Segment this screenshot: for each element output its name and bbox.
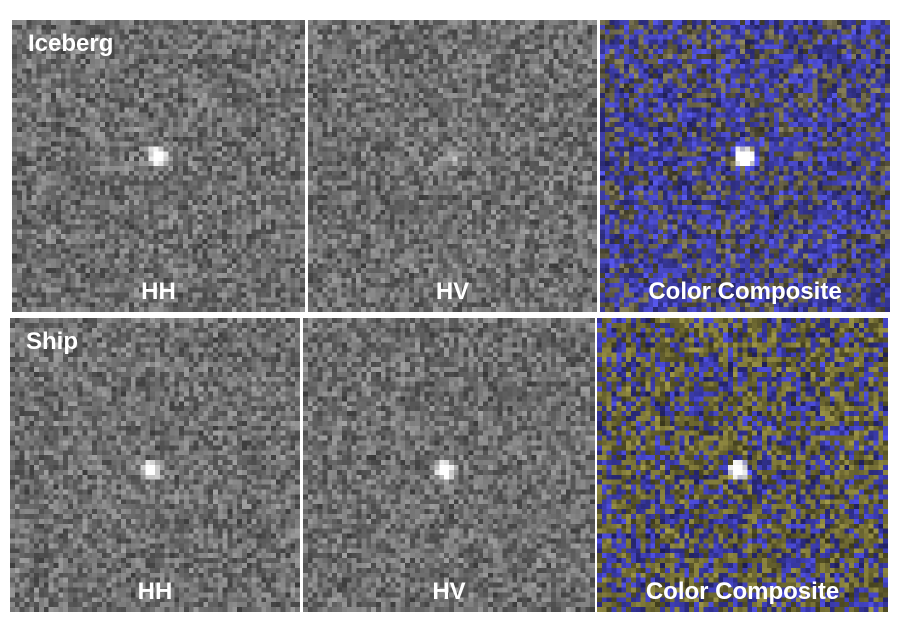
iceberg-composite-image [600,20,890,312]
iceberg-hv-image [308,20,597,312]
iceberg-composite-panel: Color Composite [600,20,890,312]
panel-label: Color Composite [648,278,842,305]
panel-label: Color Composite [645,578,840,605]
iceberg-hv-panel: HV [308,20,597,312]
panel-label: HH [141,278,176,305]
ship-hv-panel: HV [303,318,595,612]
panel-label: HH [137,578,173,605]
ship-composite-panel: Color Composite [597,318,888,612]
row-label-iceberg: Iceberg [28,30,114,57]
ship-hh-panel: Ship HH [10,318,300,612]
panel-label: HV [435,278,470,305]
ship-hh-image [10,318,300,612]
ship-hv-image [303,318,595,612]
iceberg-hh-image [12,20,305,312]
iceberg-hh-panel: Iceberg HH [12,20,305,312]
ship-composite-image [597,318,888,612]
row-label-ship: Ship [26,328,78,355]
panel-label: HV [432,578,466,605]
